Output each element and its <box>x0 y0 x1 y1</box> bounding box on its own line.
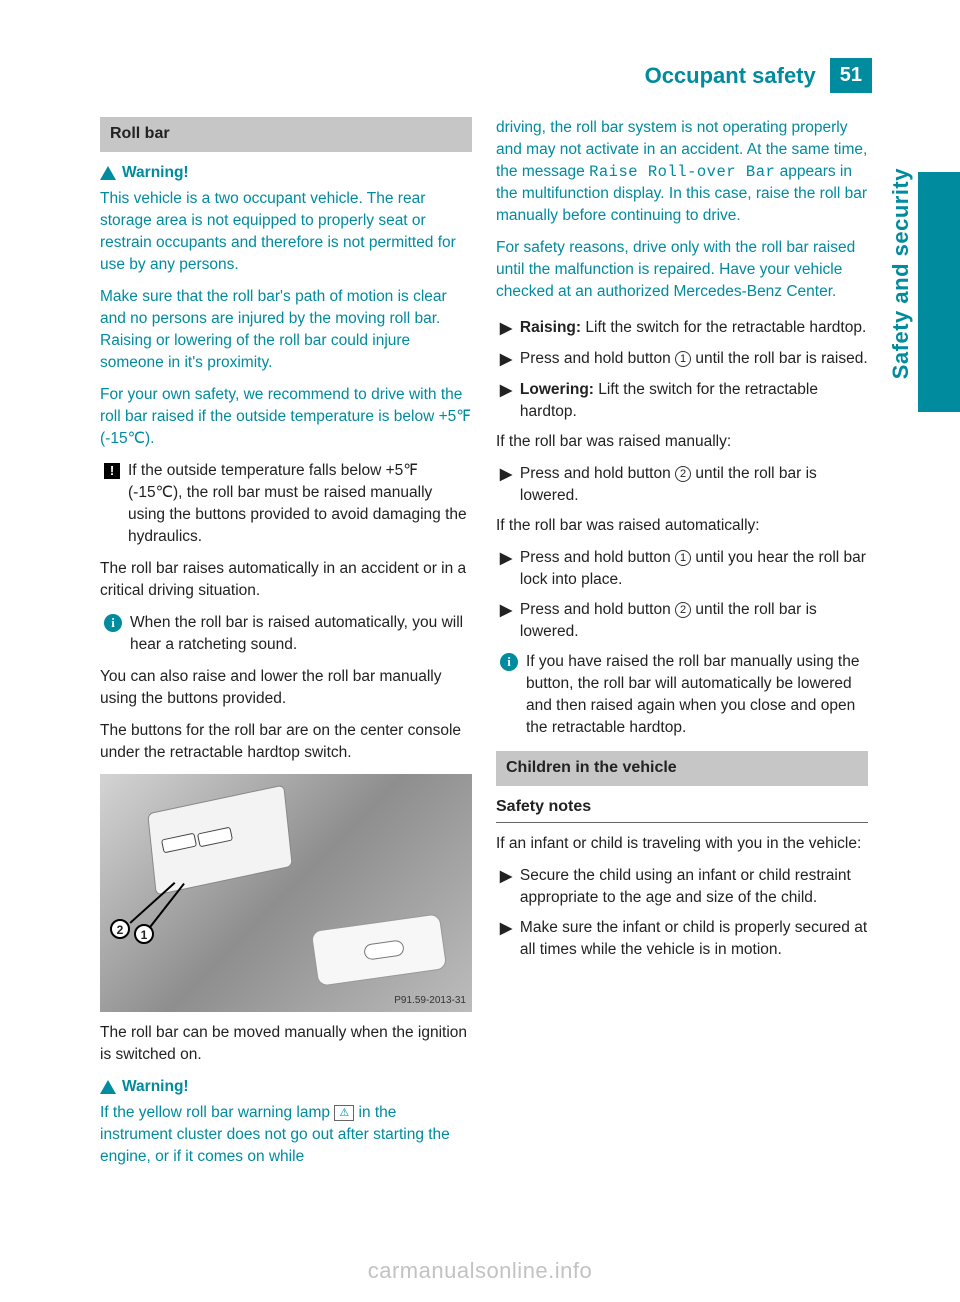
left-column: Roll bar Warning! This vehicle is a two … <box>100 117 472 1178</box>
cont-p2: For safety reasons, drive only with the … <box>496 237 868 303</box>
step-lower-press-manual: ▶ Press and hold button 2 until the roll… <box>500 463 868 507</box>
step-secure-child: ▶ Secure the child using an infant or ch… <box>500 865 868 909</box>
warning-triangle-icon <box>100 1080 116 1094</box>
callout-2: 2 <box>110 919 130 939</box>
info-block-2: i If you have raised the roll bar manual… <box>500 651 868 739</box>
info2-text: If you have raised the roll bar manually… <box>526 651 868 739</box>
caution-note: ! If the outside temperature falls below… <box>104 460 472 548</box>
body-p1: The roll bar raises automatically in an … <box>100 558 472 602</box>
page-number: 51 <box>830 58 872 93</box>
callout-1: 1 <box>134 924 154 944</box>
warning-block-2: Warning! If the yellow roll bar warning … <box>100 1076 472 1168</box>
two-column-layout: Roll bar Warning! This vehicle is a two … <box>100 117 872 1178</box>
warn1-p2: Make sure that the roll bar's path of mo… <box>100 286 472 374</box>
note1-text: If the outside temperature falls below +… <box>128 460 472 548</box>
side-section-label: Safety and security <box>888 168 914 379</box>
diagram-reference: P91.59-2013-31 <box>394 994 466 1008</box>
info-block-1: i When the roll bar is raised automatica… <box>104 612 472 656</box>
step-arrow-icon: ▶ <box>500 918 512 961</box>
step-lower-press-auto: ▶ Press and hold button 2 until the roll… <box>500 599 868 643</box>
side-tab <box>918 172 960 412</box>
step-arrow-icon: ▶ <box>500 349 512 371</box>
warning-block-2-cont: driving, the roll bar system is not oper… <box>496 117 868 303</box>
step-arrow-icon: ▶ <box>500 464 512 507</box>
rollbar-lamp-icon: ⚠ <box>334 1105 354 1121</box>
step-arrow-icon: ▶ <box>500 600 512 643</box>
display-message: Raise Roll-over Bar <box>589 163 775 181</box>
warn1-p3: For your own safety, we recommend to dri… <box>100 384 472 450</box>
warning-text-2: Warning! <box>122 1076 189 1098</box>
cont-p1: driving, the roll bar system is not oper… <box>496 117 868 227</box>
warning-triangle-icon <box>100 166 116 180</box>
step-raise-press: ▶ Press and hold button 1 until the roll… <box>500 348 868 371</box>
info1-text: When the roll bar is raised automaticall… <box>130 612 472 656</box>
header-title: Occupant safety <box>645 63 816 89</box>
button-1-ref: 1 <box>675 550 691 566</box>
section-children: Children in the vehicle <box>496 751 868 786</box>
roll-bar-diagram: 2 1 P91.59-2013-31 <box>100 774 472 1012</box>
page-content: Occupant safety 51 Roll bar Warning! Thi… <box>100 58 872 1238</box>
step-arrow-icon: ▶ <box>500 548 512 591</box>
subsection-safety-notes: Safety notes <box>496 796 868 824</box>
body-p2: You can also raise and lower the roll ba… <box>100 666 472 710</box>
step-raising: ▶ Raising: Lift the switch for the retra… <box>500 317 868 340</box>
section-roll-bar: Roll bar <box>100 117 472 152</box>
warning-block-1: Warning! This vehicle is a two occupant … <box>100 162 472 450</box>
warn1-p1: This vehicle is a two occupant vehicle. … <box>100 188 472 276</box>
body-auto: If the roll bar was raised automatically… <box>496 515 868 537</box>
step-arrow-icon: ▶ <box>500 380 512 423</box>
warning-label: Warning! <box>100 162 472 184</box>
warning-label-2: Warning! <box>100 1076 472 1098</box>
body-p3: The buttons for the roll bar are on the … <box>100 720 472 764</box>
button-2-ref: 2 <box>675 602 691 618</box>
body-children: If an infant or child is traveling with … <box>496 833 868 855</box>
watermark: carmanualsonline.info <box>368 1258 593 1284</box>
step-arrow-icon: ▶ <box>500 866 512 909</box>
button-1-ref: 1 <box>675 351 691 367</box>
info-icon: i <box>104 614 122 632</box>
info-icon: i <box>500 653 518 671</box>
body-p4: The roll bar can be moved manually when … <box>100 1022 472 1066</box>
step-lock: ▶ Press and hold button 1 until you hear… <box>500 547 868 591</box>
warning-text: Warning! <box>122 162 189 184</box>
body-manual: If the roll bar was raised manually: <box>496 431 868 453</box>
right-column: driving, the roll bar system is not oper… <box>496 117 868 1178</box>
step-lowering: ▶ Lowering: Lift the switch for the retr… <box>500 379 868 423</box>
page-header: Occupant safety 51 <box>100 58 872 93</box>
warn2-p1: If the yellow roll bar warning lamp ⚠ in… <box>100 1102 472 1168</box>
step-arrow-icon: ▶ <box>500 318 512 340</box>
step-child-secured: ▶ Make sure the infant or child is prope… <box>500 917 868 961</box>
caution-icon: ! <box>104 463 120 479</box>
button-2-ref: 2 <box>675 466 691 482</box>
